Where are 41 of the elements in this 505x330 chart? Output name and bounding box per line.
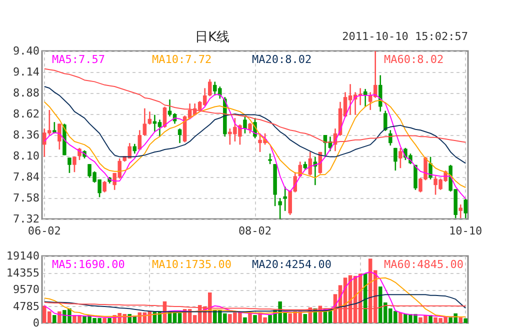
y-tick-label: 7.84 bbox=[13, 170, 40, 184]
text: 2011-10-10 15:02:57 bbox=[342, 30, 468, 43]
text: MA5:7.57 bbox=[52, 53, 105, 66]
text: MA5:1690.00 bbox=[52, 258, 125, 271]
bar bbox=[458, 317, 462, 323]
y-tick-label: 19140 bbox=[6, 250, 40, 262]
bar bbox=[248, 313, 252, 323]
bar bbox=[464, 318, 468, 323]
y-tick-label: 8.62 bbox=[13, 108, 40, 120]
text: MA60:8.02 bbox=[384, 53, 444, 66]
y-tick-label: 8.36 bbox=[13, 128, 40, 142]
bar bbox=[58, 311, 62, 323]
y-tick-label: 0 bbox=[32, 316, 40, 330]
bar bbox=[243, 317, 247, 323]
y-tick-label: 9.40 bbox=[13, 44, 40, 58]
chart-title: 日K线 bbox=[195, 30, 230, 45]
text: MA20:4254.00 bbox=[252, 258, 332, 271]
text: MA10:1735.00 bbox=[152, 258, 232, 271]
bar bbox=[303, 314, 308, 323]
bar bbox=[52, 315, 56, 323]
text: MA10:7.72 bbox=[152, 53, 212, 66]
line-series bbox=[44, 294, 466, 312]
y-tick-label: 7.32 bbox=[13, 212, 40, 226]
x-tick-label: 10-10 bbox=[449, 224, 482, 238]
bar bbox=[253, 315, 257, 323]
bar bbox=[398, 312, 402, 323]
y-tick-label: 9.14 bbox=[13, 66, 40, 78]
line-series bbox=[44, 277, 466, 318]
y-tick-label: 4785 bbox=[13, 300, 40, 313]
y-tick-label: 14355 bbox=[6, 266, 40, 280]
y-tick-label: 9570 bbox=[13, 283, 40, 296]
bar bbox=[108, 318, 112, 323]
bar bbox=[102, 318, 106, 323]
y-tick-label: 8.10 bbox=[13, 150, 40, 162]
text: MA60:4845.00 bbox=[384, 258, 464, 271]
y-tick-label: 7.58 bbox=[13, 192, 40, 204]
line-series bbox=[44, 86, 466, 164]
y-tick-label: 8.88 bbox=[13, 86, 40, 100]
text: MA20:8.02 bbox=[252, 53, 312, 66]
x-tick-label: 08-02 bbox=[238, 224, 272, 238]
x-tick-label: 06-02 bbox=[28, 224, 61, 238]
